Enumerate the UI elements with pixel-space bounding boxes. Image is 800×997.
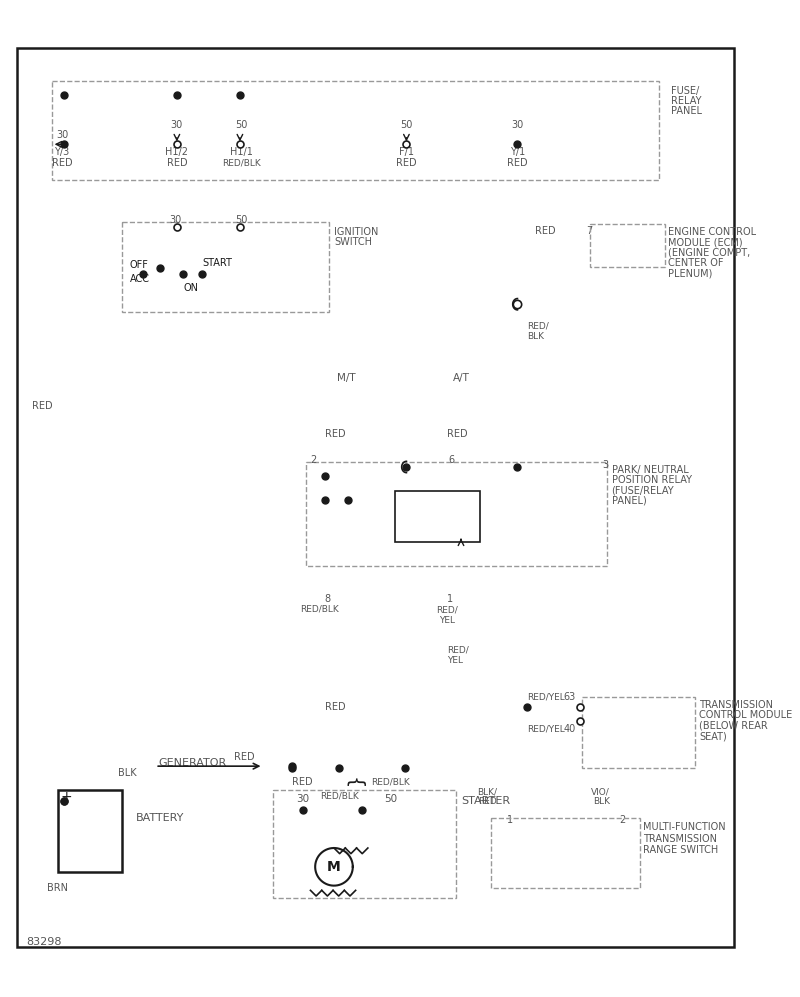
Text: VIO/: VIO/ xyxy=(591,787,610,796)
Text: RED: RED xyxy=(447,429,467,439)
Text: 50: 50 xyxy=(384,794,397,805)
Text: 83298: 83298 xyxy=(26,937,62,947)
Text: RED/: RED/ xyxy=(447,646,469,655)
Text: F/1: F/1 xyxy=(399,147,414,157)
Text: 30: 30 xyxy=(511,121,523,131)
Text: CONTROL MODULE: CONTROL MODULE xyxy=(699,710,792,721)
Text: H1/1: H1/1 xyxy=(230,147,254,157)
Text: RED/YEL: RED/YEL xyxy=(526,693,565,702)
Text: RELAY: RELAY xyxy=(670,96,702,106)
Bar xyxy=(582,698,695,768)
Text: PANEL): PANEL) xyxy=(611,496,646,505)
Text: PLENUM): PLENUM) xyxy=(668,268,712,278)
Text: 30: 30 xyxy=(169,214,181,224)
Text: H1/2: H1/2 xyxy=(166,147,188,157)
Text: SEAT): SEAT) xyxy=(699,731,726,741)
Text: 30: 30 xyxy=(170,121,183,131)
Text: RED/BLK: RED/BLK xyxy=(222,159,261,167)
Bar xyxy=(395,491,480,542)
Text: IGNITION: IGNITION xyxy=(334,226,378,236)
Bar xyxy=(122,222,330,312)
Text: 50: 50 xyxy=(400,121,413,131)
Text: RED: RED xyxy=(292,777,312,788)
Bar xyxy=(52,81,658,180)
Text: RED: RED xyxy=(52,159,73,168)
Text: (ENGINE COMPT,: (ENGINE COMPT, xyxy=(668,247,750,257)
Text: PANEL: PANEL xyxy=(670,107,702,117)
Text: FUSE/: FUSE/ xyxy=(670,86,699,96)
Text: Y/1: Y/1 xyxy=(510,147,525,157)
Text: 1: 1 xyxy=(446,593,453,604)
Text: TRANSMISSION: TRANSMISSION xyxy=(642,833,717,843)
Text: RED/: RED/ xyxy=(436,605,458,614)
Text: 8: 8 xyxy=(324,593,330,604)
Text: RED: RED xyxy=(234,752,255,762)
Text: BATTERY: BATTERY xyxy=(135,813,184,823)
Bar xyxy=(273,790,456,898)
Text: RED/: RED/ xyxy=(527,321,549,330)
Text: RED: RED xyxy=(535,226,556,236)
Bar xyxy=(58,790,122,872)
Text: 40: 40 xyxy=(563,724,576,734)
Text: RED: RED xyxy=(325,429,346,439)
Text: BLK: BLK xyxy=(593,798,610,807)
Text: RED: RED xyxy=(32,401,53,411)
Text: ON: ON xyxy=(183,283,198,293)
Text: RANGE SWITCH: RANGE SWITCH xyxy=(642,844,718,854)
Text: ENGINE CONTROL: ENGINE CONTROL xyxy=(668,226,756,236)
Text: M/T: M/T xyxy=(337,373,355,383)
Text: CENTER OF: CENTER OF xyxy=(668,258,723,268)
Text: BLK/: BLK/ xyxy=(477,787,497,796)
Text: BLK: BLK xyxy=(118,768,136,778)
Text: TRANSMISSION: TRANSMISSION xyxy=(699,700,773,710)
Text: 3: 3 xyxy=(602,460,608,471)
Text: M: M xyxy=(327,859,341,873)
Text: SWITCH: SWITCH xyxy=(334,237,372,247)
Text: PARK/ NEUTRAL: PARK/ NEUTRAL xyxy=(611,465,688,475)
Text: RED/BLK: RED/BLK xyxy=(301,604,339,613)
Text: RED/YEL: RED/YEL xyxy=(526,724,565,733)
Text: STARTER: STARTER xyxy=(461,796,510,806)
Text: 63: 63 xyxy=(563,693,576,703)
Text: YEL: YEL xyxy=(447,656,463,665)
Text: RED: RED xyxy=(507,159,528,168)
Text: 2: 2 xyxy=(310,456,317,466)
Bar xyxy=(306,463,607,565)
Text: MULTI-FUNCTION: MULTI-FUNCTION xyxy=(642,823,725,832)
Text: {: { xyxy=(344,777,363,790)
Text: 1: 1 xyxy=(507,815,513,825)
Text: BRN: BRN xyxy=(47,882,68,892)
Text: RED: RED xyxy=(396,159,417,168)
Text: POSITION RELAY: POSITION RELAY xyxy=(611,476,691,486)
Text: 7: 7 xyxy=(586,226,592,236)
Text: RED: RED xyxy=(325,702,346,712)
Text: 30: 30 xyxy=(56,130,68,140)
Text: RED/BLK: RED/BLK xyxy=(320,792,358,801)
Text: A/T: A/T xyxy=(453,373,470,383)
Text: MODULE (ECM): MODULE (ECM) xyxy=(668,237,742,247)
Text: GENERATOR: GENERATOR xyxy=(158,759,226,769)
Text: 2: 2 xyxy=(620,815,626,825)
Text: 50: 50 xyxy=(235,214,248,224)
Text: START: START xyxy=(202,258,232,268)
Text: +: + xyxy=(60,791,72,805)
Text: RED/BLK: RED/BLK xyxy=(372,778,410,787)
Text: RED: RED xyxy=(166,159,187,168)
Text: 6: 6 xyxy=(449,456,454,466)
Text: 50: 50 xyxy=(235,121,248,131)
Text: 30: 30 xyxy=(296,794,310,805)
Text: ACC: ACC xyxy=(130,274,150,284)
Text: (BELOW REAR: (BELOW REAR xyxy=(699,721,768,731)
Text: Y/3: Y/3 xyxy=(54,147,70,157)
Text: OFF: OFF xyxy=(130,259,149,270)
Bar xyxy=(491,818,640,888)
Bar xyxy=(590,224,665,266)
Text: BLK: BLK xyxy=(527,332,544,341)
Text: (FUSE/RELAY: (FUSE/RELAY xyxy=(611,486,674,496)
Text: YEL: YEL xyxy=(439,616,455,625)
Text: RED: RED xyxy=(478,798,497,807)
